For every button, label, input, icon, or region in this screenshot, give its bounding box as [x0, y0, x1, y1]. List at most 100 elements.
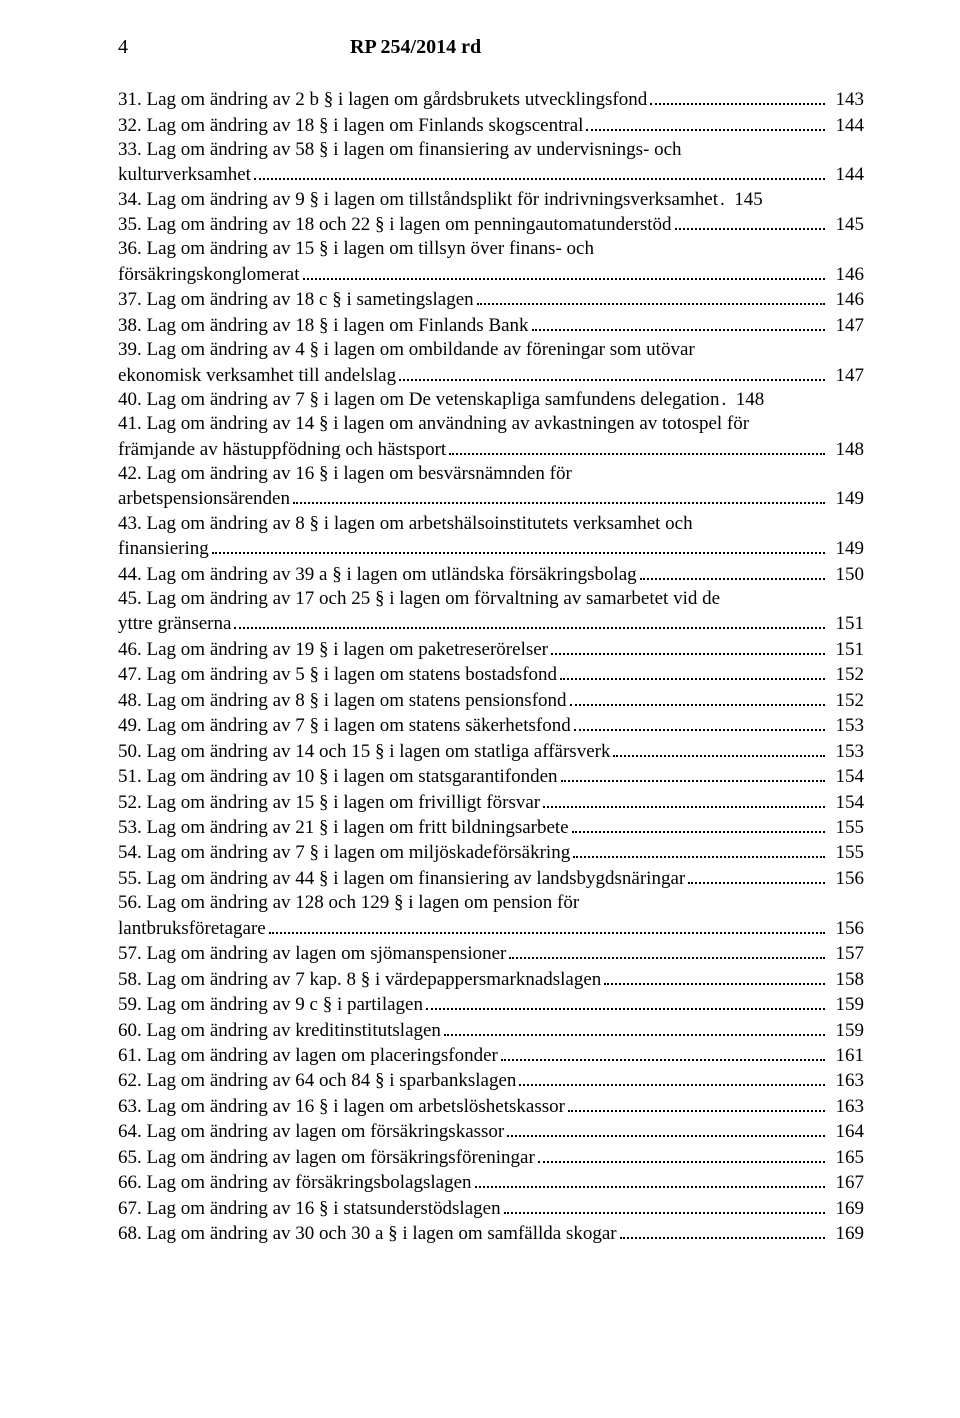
toc-text: 63. Lag om ändring av 16 § i lagen om ar… — [118, 1095, 565, 1119]
toc-row: 31. Lag om ändring av 2 b § i lagen om g… — [118, 87, 864, 112]
toc-row: yttre gränserna151 — [118, 611, 864, 636]
toc-row: 67. Lag om ändring av 16 § i statsunders… — [118, 1196, 864, 1221]
toc-page-number: 147 — [828, 364, 864, 388]
toc-entry: 66. Lag om ändring av försäkringsbolagsl… — [118, 1170, 864, 1195]
document-title: RP 254/2014 rd — [350, 36, 481, 59]
toc-row: 39. Lag om ändring av 4 § i lagen om omb… — [118, 338, 864, 362]
toc-text: kulturverksamhet — [118, 163, 251, 187]
toc-text: 68. Lag om ändring av 30 och 30 a § i la… — [118, 1222, 617, 1246]
toc-leader-dots — [254, 162, 825, 180]
toc-page-number: 144 — [828, 114, 864, 138]
toc-row: 62. Lag om ändring av 64 och 84 § i spar… — [118, 1068, 864, 1093]
toc-entry: 43. Lag om ändring av 8 § i lagen om arb… — [118, 512, 864, 562]
toc-entry: 38. Lag om ändring av 18 § i lagen om Fi… — [118, 313, 864, 338]
toc-entry: 33. Lag om ändring av 58 § i lagen om fi… — [118, 138, 864, 188]
toc-row: främjande av hästuppfödning och hästspor… — [118, 437, 864, 462]
toc-leader-dots — [532, 313, 825, 331]
toc-page-number: 146 — [828, 288, 864, 312]
toc-row: 50. Lag om ändring av 14 och 15 § i lage… — [118, 739, 864, 764]
toc-entry: 68. Lag om ändring av 30 och 30 a § i la… — [118, 1221, 864, 1246]
toc-entry: 44. Lag om ändring av 39 a § i lagen om … — [118, 561, 864, 586]
toc-entry: 53. Lag om ändring av 21 § i lagen om fr… — [118, 815, 864, 840]
toc-entry: 52. Lag om ändring av 15 § i lagen om fr… — [118, 789, 864, 814]
toc-page-number: 153 — [828, 740, 864, 764]
toc-entry: 50. Lag om ändring av 14 och 15 § i lage… — [118, 739, 864, 764]
toc-row: 54. Lag om ändring av 7 § i lagen om mil… — [118, 840, 864, 865]
toc-leader-dots — [504, 1196, 825, 1214]
toc-page-number: 154 — [828, 791, 864, 815]
toc-leader-dots — [560, 662, 825, 680]
toc-leader-dots — [572, 815, 825, 833]
toc-page-number: 150 — [828, 563, 864, 587]
toc-row: 61. Lag om ändring av lagen om placering… — [118, 1043, 864, 1068]
toc-entry: 57. Lag om ändring av lagen om sjömanspe… — [118, 941, 864, 966]
toc-text: 55. Lag om ändring av 44 § i lagen om fi… — [118, 867, 685, 891]
toc-row: 64. Lag om ändring av lagen om försäkrin… — [118, 1119, 864, 1144]
toc-text: 38. Lag om ändring av 18 § i lagen om Fi… — [118, 314, 529, 338]
toc-row: 65. Lag om ändring av lagen om försäkrin… — [118, 1145, 864, 1170]
toc-entry: 59. Lag om ändring av 9 c § i partilagen… — [118, 992, 864, 1017]
toc-entry: 48. Lag om ändring av 8 § i lagen om sta… — [118, 688, 864, 713]
toc-leader-dots — [269, 916, 825, 934]
toc-entry: 39. Lag om ändring av 4 § i lagen om omb… — [118, 338, 864, 388]
toc-leader-dots — [640, 561, 825, 579]
toc-row: 43. Lag om ändring av 8 § i lagen om arb… — [118, 512, 864, 536]
toc-row: 57. Lag om ändring av lagen om sjömanspe… — [118, 941, 864, 966]
toc-page-number: 148 — [828, 438, 864, 462]
toc-entry: 42. Lag om ändring av 16 § i lagen om be… — [118, 462, 864, 512]
toc-text: 44. Lag om ändring av 39 a § i lagen om … — [118, 563, 637, 587]
toc-page-number: 154 — [828, 765, 864, 789]
page-container: 4 RP 254/2014 rd 31. Lag om ändring av 2… — [0, 0, 960, 1294]
toc-row: 38. Lag om ändring av 18 § i lagen om Fi… — [118, 313, 864, 338]
toc-text: främjande av hästuppfödning och hästspor… — [118, 438, 446, 462]
toc-page-number: 151 — [828, 638, 864, 662]
toc-row: 37. Lag om ändring av 18 c § i sametings… — [118, 287, 864, 312]
toc-separator: . — [720, 188, 725, 212]
toc-row: finansiering149 — [118, 536, 864, 561]
toc-leader-dots — [568, 1094, 825, 1112]
toc-leader-dots — [604, 966, 825, 984]
toc-row: 46. Lag om ändring av 19 § i lagen om pa… — [118, 637, 864, 662]
toc-leader-dots — [212, 536, 825, 554]
toc-entry: 61. Lag om ändring av lagen om placering… — [118, 1043, 864, 1068]
toc-row: 51. Lag om ändring av 10 § i lagen om st… — [118, 764, 864, 789]
toc-text: 53. Lag om ändring av 21 § i lagen om fr… — [118, 816, 569, 840]
toc-leader-dots — [399, 362, 825, 380]
toc-row: kulturverksamhet144 — [118, 162, 864, 187]
toc-text: 43. Lag om ändring av 8 § i lagen om arb… — [118, 512, 693, 536]
toc-page-number: 161 — [828, 1044, 864, 1068]
toc-leader-dots — [444, 1017, 825, 1035]
toc-leader-dots — [303, 262, 825, 280]
toc-page-number: 167 — [828, 1171, 864, 1195]
toc-page-number: 145 — [727, 188, 763, 212]
toc-row: 56. Lag om ändring av 128 och 129 § i la… — [118, 891, 864, 915]
toc-entry: 54. Lag om ändring av 7 § i lagen om mil… — [118, 840, 864, 865]
toc-entry: 62. Lag om ändring av 64 och 84 § i spar… — [118, 1068, 864, 1093]
toc-leader-dots — [426, 992, 825, 1010]
toc-entry: 46. Lag om ändring av 19 § i lagen om pa… — [118, 637, 864, 662]
toc-text: 65. Lag om ändring av lagen om försäkrin… — [118, 1146, 535, 1170]
toc-entry: 58. Lag om ändring av 7 kap. 8 § i värde… — [118, 966, 864, 991]
toc-entry: 36. Lag om ändring av 15 § i lagen om ti… — [118, 237, 864, 287]
toc-entry: 64. Lag om ändring av lagen om försäkrin… — [118, 1119, 864, 1144]
toc-row: 34. Lag om ändring av 9 § i lagen om til… — [118, 188, 864, 212]
table-of-contents: 31. Lag om ändring av 2 b § i lagen om g… — [118, 87, 864, 1246]
toc-entry: 55. Lag om ändring av 44 § i lagen om fi… — [118, 866, 864, 891]
toc-page-number: 148 — [728, 388, 764, 412]
toc-row: 41. Lag om ändring av 14 § i lagen om an… — [118, 412, 864, 436]
toc-page-number: 169 — [828, 1197, 864, 1221]
toc-row: lantbruksföretagare156 — [118, 916, 864, 941]
toc-page-number: 158 — [828, 968, 864, 992]
toc-entry: 63. Lag om ändring av 16 § i lagen om ar… — [118, 1094, 864, 1119]
toc-text: 67. Lag om ändring av 16 § i statsunders… — [118, 1197, 501, 1221]
toc-page-number: 163 — [828, 1095, 864, 1119]
toc-row: 45. Lag om ändring av 17 och 25 § i lage… — [118, 587, 864, 611]
toc-entry: 34. Lag om ändring av 9 § i lagen om til… — [118, 188, 864, 212]
toc-row: 36. Lag om ändring av 15 § i lagen om ti… — [118, 237, 864, 261]
toc-entry: 40. Lag om ändring av 7 § i lagen om De … — [118, 388, 864, 412]
toc-text: 37. Lag om ändring av 18 c § i sametings… — [118, 288, 474, 312]
toc-row: 33. Lag om ändring av 58 § i lagen om fi… — [118, 138, 864, 162]
toc-text: 36. Lag om ändring av 15 § i lagen om ti… — [118, 237, 594, 261]
toc-text: 41. Lag om ändring av 14 § i lagen om an… — [118, 412, 749, 436]
toc-page-number: 152 — [828, 663, 864, 687]
